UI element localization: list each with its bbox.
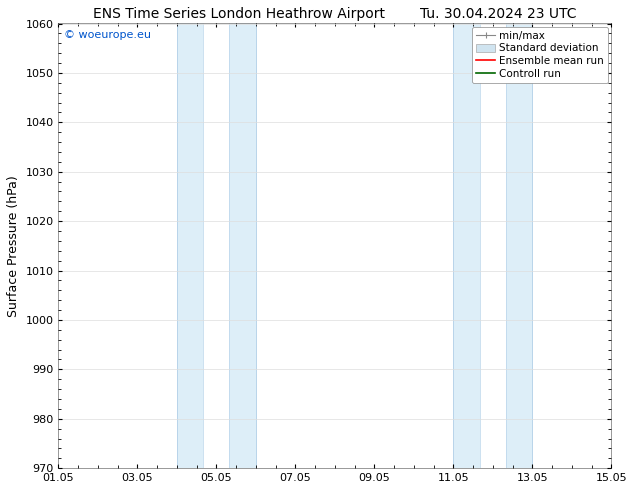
Bar bbox=[506, 24, 533, 468]
Bar bbox=[480, 24, 506, 468]
Legend: min/max, Standard deviation, Ensemble mean run, Controll run: min/max, Standard deviation, Ensemble me… bbox=[472, 26, 608, 83]
Title: ENS Time Series London Heathrow Airport        Tu. 30.04.2024 23 UTC: ENS Time Series London Heathrow Airport … bbox=[93, 7, 576, 21]
Bar bbox=[453, 24, 480, 468]
Bar bbox=[177, 24, 204, 468]
Bar bbox=[230, 24, 256, 468]
Text: © woeurope.eu: © woeurope.eu bbox=[64, 30, 151, 40]
Y-axis label: Surface Pressure (hPa): Surface Pressure (hPa) bbox=[7, 175, 20, 317]
Bar bbox=[204, 24, 230, 468]
